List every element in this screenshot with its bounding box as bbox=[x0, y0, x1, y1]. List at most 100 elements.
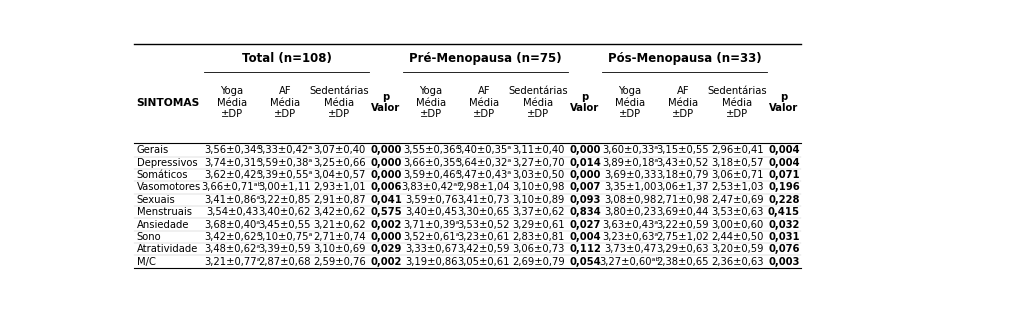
Text: 3,23±0,61: 3,23±0,61 bbox=[457, 232, 510, 242]
Text: 3,54±0,43: 3,54±0,43 bbox=[206, 207, 258, 217]
Text: 0,575: 0,575 bbox=[370, 207, 402, 217]
Text: 0,000: 0,000 bbox=[370, 158, 402, 168]
Text: 0,029: 0,029 bbox=[370, 244, 402, 254]
Text: p
Valor: p Valor bbox=[769, 92, 799, 113]
Text: 2,71±0,98: 2,71±0,98 bbox=[657, 195, 709, 205]
Text: 3,59±0,76: 3,59±0,76 bbox=[405, 195, 457, 205]
Text: Vasomotores: Vasomotores bbox=[137, 182, 201, 193]
Text: 0,004: 0,004 bbox=[768, 158, 800, 168]
Text: 3,52±0,61ᵃ: 3,52±0,61ᵃ bbox=[403, 232, 459, 242]
Text: 3,66±0,71ᵃᵇ: 3,66±0,71ᵃᵇ bbox=[202, 182, 263, 193]
Text: 3,03±0,50: 3,03±0,50 bbox=[513, 170, 565, 180]
Text: 3,60±0,33ᵃ: 3,60±0,33ᵃ bbox=[602, 145, 658, 155]
Text: 3,22±0,85: 3,22±0,85 bbox=[259, 195, 311, 205]
Text: Sedentárias
Média
±DP: Sedentárias Média ±DP bbox=[707, 86, 767, 119]
Text: 3,59±0,38ᵃ: 3,59±0,38ᵃ bbox=[257, 158, 313, 168]
Text: 0,003: 0,003 bbox=[768, 257, 800, 267]
Text: 3,41±0,73: 3,41±0,73 bbox=[457, 195, 510, 205]
Text: SINTOMAS: SINTOMAS bbox=[136, 98, 199, 108]
Text: 2,71±0,74: 2,71±0,74 bbox=[313, 232, 365, 242]
Text: 0,415: 0,415 bbox=[768, 207, 800, 217]
Text: 0,007: 0,007 bbox=[569, 182, 601, 193]
Text: Yoga
Média
±DP: Yoga Média ±DP bbox=[416, 86, 446, 119]
Text: 3,18±0,57: 3,18±0,57 bbox=[711, 158, 763, 168]
Text: p
Valor: p Valor bbox=[371, 92, 401, 113]
Text: 3,53±0,52: 3,53±0,52 bbox=[457, 220, 510, 230]
Text: 3,53±0,63: 3,53±0,63 bbox=[711, 207, 763, 217]
Text: 3,56±0,34ᵃ: 3,56±0,34ᵃ bbox=[204, 145, 260, 155]
Text: 0,032: 0,032 bbox=[768, 220, 800, 230]
Text: Yoga
Média
±DP: Yoga Média ±DP bbox=[217, 86, 248, 119]
Text: 3,43±0,52: 3,43±0,52 bbox=[657, 158, 709, 168]
Text: 2,93±1,01: 2,93±1,01 bbox=[313, 182, 365, 193]
Text: 3,07±0,40: 3,07±0,40 bbox=[313, 145, 365, 155]
Text: 2,59±0,76: 2,59±0,76 bbox=[313, 257, 365, 267]
Text: 2,96±0,41: 2,96±0,41 bbox=[711, 145, 763, 155]
Text: 0,000: 0,000 bbox=[569, 170, 601, 180]
Text: 3,69±0,44: 3,69±0,44 bbox=[657, 207, 709, 217]
Text: 3,40±0,35ᵃ: 3,40±0,35ᵃ bbox=[455, 145, 512, 155]
Text: 0,228: 0,228 bbox=[768, 195, 800, 205]
Text: Total (n=108): Total (n=108) bbox=[241, 52, 331, 65]
Text: AF
Média
±DP: AF Média ±DP bbox=[469, 86, 499, 119]
Text: 2,91±0,87: 2,91±0,87 bbox=[313, 195, 365, 205]
Text: 0,834: 0,834 bbox=[569, 207, 601, 217]
Text: 0,002: 0,002 bbox=[370, 220, 402, 230]
Text: Pós-Menopausa (n=33): Pós-Menopausa (n=33) bbox=[608, 52, 761, 65]
Text: 3,30±0,65: 3,30±0,65 bbox=[457, 207, 510, 217]
Text: 3,10±0,69: 3,10±0,69 bbox=[313, 244, 365, 254]
Text: 0,014: 0,014 bbox=[569, 158, 601, 168]
Text: 3,00±1,11: 3,00±1,11 bbox=[259, 182, 311, 193]
Text: 3,27±0,70: 3,27±0,70 bbox=[512, 158, 565, 168]
Text: 3,19±0,86: 3,19±0,86 bbox=[405, 257, 457, 267]
Text: 3,06±0,71: 3,06±0,71 bbox=[711, 170, 763, 180]
Text: 3,06±0,73: 3,06±0,73 bbox=[512, 244, 565, 254]
Text: 3,48±0,62ᵃ: 3,48±0,62ᵃ bbox=[204, 244, 260, 254]
Text: 0,000: 0,000 bbox=[370, 145, 402, 155]
Text: 3,22±0,59: 3,22±0,59 bbox=[657, 220, 709, 230]
Text: 3,20±0,59: 3,20±0,59 bbox=[711, 244, 763, 254]
Text: 3,05±0,61: 3,05±0,61 bbox=[457, 257, 510, 267]
Text: 0,054: 0,054 bbox=[569, 257, 601, 267]
Text: 3,62±0,42ᵃ: 3,62±0,42ᵃ bbox=[204, 170, 261, 180]
Text: 3,68±0,40ᵃ: 3,68±0,40ᵃ bbox=[204, 220, 260, 230]
Text: Gerais: Gerais bbox=[137, 145, 169, 155]
Text: 3,45±0,55: 3,45±0,55 bbox=[259, 220, 311, 230]
Text: 3,40±0,62: 3,40±0,62 bbox=[259, 207, 311, 217]
Text: Yoga
Média
±DP: Yoga Média ±DP bbox=[615, 86, 646, 119]
Text: 3,06±1,37: 3,06±1,37 bbox=[657, 182, 709, 193]
Text: 0,027: 0,027 bbox=[569, 220, 601, 230]
Text: 0,004: 0,004 bbox=[768, 145, 800, 155]
Text: 2,36±0,63: 2,36±0,63 bbox=[711, 257, 763, 267]
Text: 3,27±0,60ᵃᵇ: 3,27±0,60ᵃᵇ bbox=[599, 257, 661, 267]
Text: Sono: Sono bbox=[137, 232, 162, 242]
Text: Atratividade: Atratividade bbox=[137, 244, 198, 254]
Text: 3,35±1,00: 3,35±1,00 bbox=[604, 182, 657, 193]
Text: 3,66±0,35ᵃ: 3,66±0,35ᵃ bbox=[403, 158, 459, 168]
Text: 0,006: 0,006 bbox=[370, 182, 402, 193]
Text: 3,73±0,47: 3,73±0,47 bbox=[604, 244, 657, 254]
Text: 0,071: 0,071 bbox=[768, 170, 800, 180]
Text: 0,031: 0,031 bbox=[768, 232, 800, 242]
Text: M/C: M/C bbox=[137, 257, 155, 267]
Text: 3,15±0,55: 3,15±0,55 bbox=[657, 145, 709, 155]
Text: 3,21±0,62: 3,21±0,62 bbox=[313, 220, 365, 230]
Text: 3,29±0,63: 3,29±0,63 bbox=[657, 244, 709, 254]
Text: Somáticos: Somáticos bbox=[137, 170, 188, 180]
Text: 3,10±0,75ᵃ: 3,10±0,75ᵃ bbox=[257, 232, 313, 242]
Text: 3,71±0,39ᵃ: 3,71±0,39ᵃ bbox=[403, 220, 459, 230]
Text: 0,004: 0,004 bbox=[569, 232, 601, 242]
Text: p
Valor: p Valor bbox=[570, 92, 599, 113]
Text: 3,89±0,18ᵃ: 3,89±0,18ᵃ bbox=[602, 158, 659, 168]
Text: Sexuais: Sexuais bbox=[137, 195, 175, 205]
Text: Ansiedade: Ansiedade bbox=[137, 220, 189, 230]
Text: 3,08±0,98: 3,08±0,98 bbox=[604, 195, 657, 205]
Text: 2,75±1,02: 2,75±1,02 bbox=[657, 232, 709, 242]
Text: 3,83±0,42ᵃᵇ: 3,83±0,42ᵃᵇ bbox=[401, 182, 461, 193]
Text: 3,00±0,60: 3,00±0,60 bbox=[711, 220, 763, 230]
Text: 2,44±0,50: 2,44±0,50 bbox=[711, 232, 763, 242]
Text: 3,64±0,32ᵃ: 3,64±0,32ᵃ bbox=[455, 158, 513, 168]
Text: 3,18±0,79: 3,18±0,79 bbox=[657, 170, 709, 180]
Text: 3,80±0,23: 3,80±0,23 bbox=[604, 207, 657, 217]
Text: 3,74±0,31ᵃ: 3,74±0,31ᵃ bbox=[204, 158, 260, 168]
